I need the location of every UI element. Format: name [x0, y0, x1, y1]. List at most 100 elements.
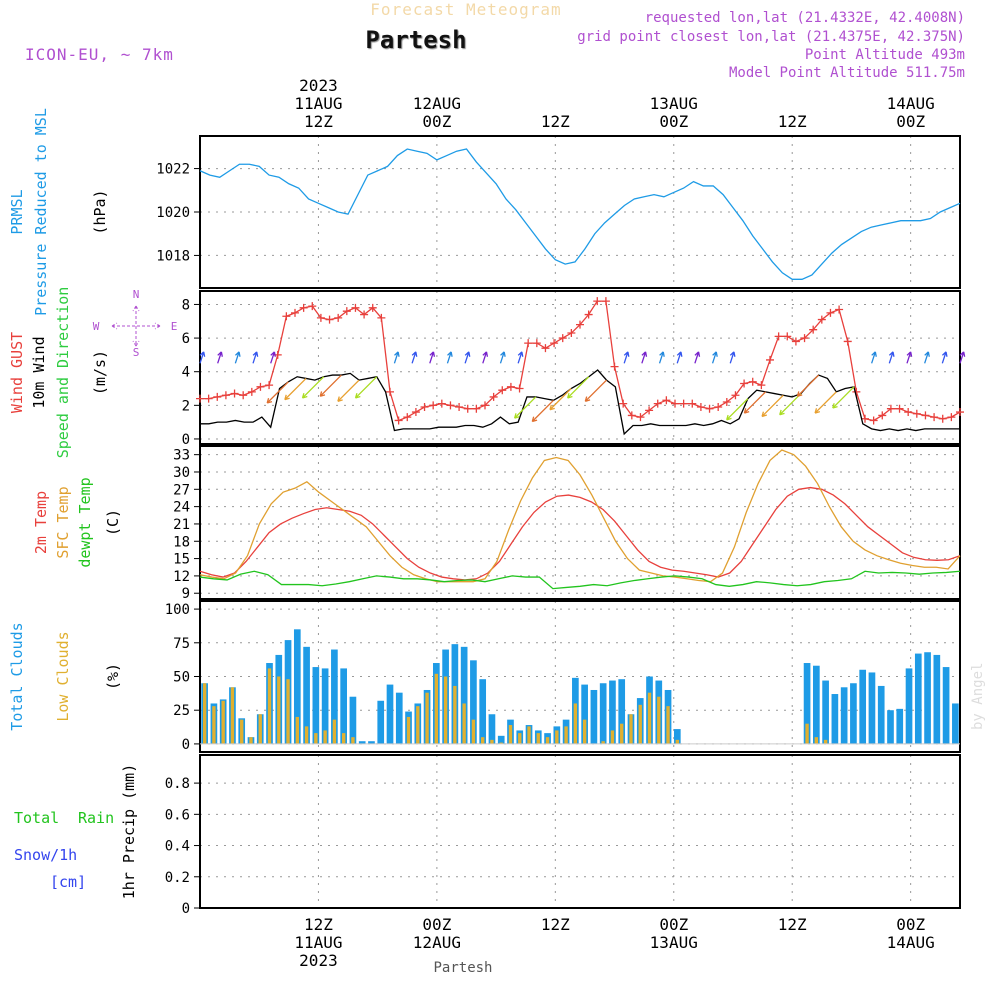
gust-marker — [204, 394, 213, 403]
y-tick-label: 6 — [182, 331, 190, 347]
gust-marker — [774, 332, 783, 341]
compass-w: W — [93, 320, 100, 333]
y-tick-label: 75 — [173, 636, 190, 652]
low-cloud-bar — [221, 700, 225, 744]
low-cloud-bar — [295, 716, 299, 744]
gust-marker — [740, 379, 749, 388]
gust-marker — [886, 404, 895, 413]
low-cloud-bar — [573, 703, 578, 744]
y-tick-label: 18 — [173, 534, 190, 550]
low-cloud-bar — [351, 737, 355, 744]
low-cloud-bar — [527, 726, 531, 744]
y-tick-label: 30 — [173, 465, 190, 481]
total-cloud-bar — [395, 692, 403, 744]
gust-marker — [722, 397, 731, 406]
low-cloud-bar — [258, 714, 262, 744]
gust-marker — [593, 297, 602, 306]
label-low-clouds: Low Clouds — [54, 631, 72, 721]
gust-marker — [463, 404, 472, 413]
wind-direction-arrow — [284, 377, 307, 401]
low-cloud-bar — [425, 692, 429, 744]
total-cloud-bar — [673, 729, 681, 744]
low-cloud-bar — [434, 673, 439, 744]
wind-direction-arrow — [517, 351, 524, 364]
total-cloud-bar — [321, 668, 329, 744]
y-tick-label: 27 — [173, 482, 190, 498]
y-tick-label: 12 — [173, 569, 190, 585]
top-time-label: 2023 — [299, 76, 338, 95]
series-line-2m-temp — [199, 486, 961, 581]
bottom-time-label: 14AUG — [887, 933, 935, 952]
gust-marker — [601, 297, 610, 306]
wind-direction-arrow — [252, 351, 259, 364]
wind-direction-arrow — [411, 351, 418, 364]
gust-marker — [515, 384, 524, 393]
gust-marker — [671, 399, 679, 408]
total-cloud-bar — [488, 714, 496, 744]
gust-marker — [420, 403, 429, 412]
total-cloud-bar — [933, 654, 941, 744]
low-cloud-bar — [657, 696, 661, 744]
y-tick-label: 0 — [182, 737, 190, 753]
wind-direction-arrow — [301, 376, 325, 399]
grid-point-coords: grid point closest lon,lat (21.4375E, 42… — [577, 29, 965, 45]
gust-marker — [636, 413, 645, 422]
gust-marker — [481, 401, 489, 410]
precip-panel: 0 0.2 0.4 0.6 0.8 Total Rain Snow/1h [cm] 1hr Pre… — [14, 754, 961, 917]
top-time-label: 00Z — [659, 112, 688, 131]
total-cloud-bar — [386, 684, 394, 744]
gust-marker — [411, 408, 420, 417]
low-cloud-bar — [814, 737, 819, 744]
y-tick-label: 1020 — [156, 205, 190, 221]
y-tick-label: 100 — [165, 602, 190, 618]
gust-marker — [308, 302, 317, 311]
wind-direction-arrow — [567, 376, 590, 399]
gust-marker — [843, 337, 852, 346]
low-cloud-bar — [286, 679, 290, 744]
wind-direction-arrow — [446, 351, 453, 364]
y-tick-label: 0.8 — [165, 776, 190, 792]
gust-marker — [912, 409, 921, 418]
y-tick-label: 9 — [182, 586, 190, 602]
bottom-time-label: 00Z — [422, 915, 451, 934]
total-cloud-bar — [942, 667, 950, 744]
total-cloud-bar — [868, 672, 876, 744]
y-tick-label: 21 — [173, 517, 190, 533]
low-cloud-bar — [601, 741, 605, 744]
wind-direction-arrow — [694, 351, 701, 364]
wind-direction-arrow — [234, 351, 241, 364]
low-cloud-bar — [629, 714, 633, 744]
total-cloud-bar — [609, 680, 616, 744]
wind-direction-arrow — [641, 351, 648, 364]
gust-marker — [817, 315, 826, 324]
bottom-time-label: 12Z — [778, 915, 807, 934]
total-cloud-bar — [331, 649, 338, 744]
wind-direction-arrow — [623, 351, 630, 364]
model-altitude: Model Point Altitude 511.75m — [729, 65, 965, 81]
low-cloud-bar — [805, 723, 809, 744]
top-time-label: 12Z — [304, 112, 333, 131]
low-cloud-bar — [638, 704, 642, 744]
gust-marker — [835, 305, 844, 314]
low-cloud-bar — [823, 739, 828, 744]
series-line-prmsl — [199, 148, 961, 280]
y-tick-label: 0.4 — [165, 839, 190, 855]
y-tick-label: 50 — [173, 670, 190, 686]
gust-marker — [403, 413, 412, 422]
gust-marker — [334, 313, 343, 322]
low-cloud-bar — [406, 716, 411, 744]
wind-direction-arrow — [393, 351, 400, 364]
wind-direction-arrow — [906, 351, 913, 364]
low-cloud-bar — [277, 676, 281, 744]
low-cloud-bar — [249, 737, 253, 744]
y-tick-label: 33 — [173, 448, 190, 464]
wind-direction-arrow — [217, 351, 223, 364]
gust-marker — [757, 381, 766, 390]
total-cloud-bar — [358, 741, 366, 744]
bottom-time-label: 2023 — [299, 951, 338, 970]
low-cloud-bar — [267, 668, 272, 744]
gust-marker — [705, 404, 714, 413]
gust-marker — [291, 308, 299, 317]
